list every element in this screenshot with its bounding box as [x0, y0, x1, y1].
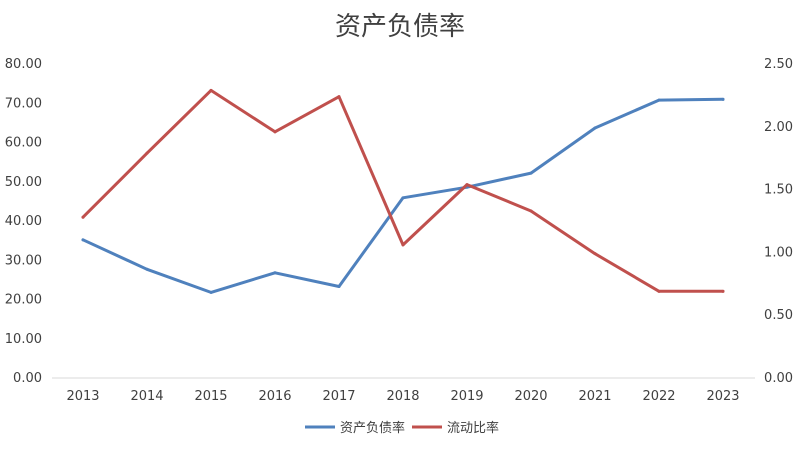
right-tick-label: 2.00: [764, 120, 793, 135]
left-tick-label: 0.00: [13, 371, 42, 386]
x-tick-label: 2014: [130, 389, 163, 404]
legend-label: 资产负债率: [340, 420, 405, 436]
data-point: [81, 238, 85, 242]
data-point: [465, 183, 469, 187]
data-point: [529, 209, 533, 213]
series-line-2: [81, 88, 725, 293]
data-point: [273, 271, 277, 275]
left-tick-label: 70.00: [5, 96, 42, 111]
left-tick-label: 60.00: [5, 136, 42, 151]
x-axis: 2013 2014 2015 2016 2017 2018 2019 2020 2021 2022…: [66, 389, 739, 404]
chart-title: 资产负债率: [335, 12, 465, 42]
data-point: [337, 95, 341, 99]
left-tick-label: 50.00: [5, 175, 42, 190]
right-axis: 0.00 0.50 1.00 1.50 2.00 2.50: [764, 57, 793, 386]
left-axis: 0.00 10.00 20.00 30.00 40.00 50.00 60.00 70.00 8…: [5, 57, 42, 386]
left-tick-label: 20.00: [5, 293, 42, 308]
x-tick-label: 2017: [322, 389, 355, 404]
data-point: [529, 171, 533, 175]
data-point: [273, 130, 277, 134]
right-tick-label: 1.00: [764, 245, 793, 260]
data-point: [145, 267, 149, 271]
data-point: [721, 289, 725, 293]
x-tick-label: 2022: [642, 389, 675, 404]
data-point: [721, 97, 725, 101]
left-tick-label: 30.00: [5, 253, 42, 268]
data-point: [593, 126, 597, 130]
left-tick-label: 80.00: [5, 57, 42, 72]
x-tick-label: 2013: [66, 389, 99, 404]
series-line-1: [81, 97, 725, 294]
legend: 资产负债率 流动比率: [305, 420, 499, 436]
data-point: [209, 88, 213, 92]
right-tick-label: 1.50: [764, 183, 793, 198]
left-tick-label: 10.00: [5, 332, 42, 347]
data-point: [657, 98, 661, 102]
x-tick-label: 2021: [578, 389, 611, 404]
data-point: [401, 196, 405, 200]
data-point: [145, 151, 149, 155]
legend-label: 流动比率: [447, 420, 499, 436]
data-point: [657, 289, 661, 293]
data-point: [209, 290, 213, 294]
right-tick-label: 0.00: [764, 371, 793, 386]
x-tick-label: 2023: [706, 389, 739, 404]
data-point: [401, 243, 405, 247]
right-tick-label: 0.50: [764, 308, 793, 323]
left-tick-label: 40.00: [5, 214, 42, 229]
x-tick-label: 2016: [258, 389, 291, 404]
x-tick-label: 2019: [450, 389, 483, 404]
x-tick-label: 2015: [194, 389, 227, 404]
data-point: [81, 215, 85, 219]
data-point: [337, 285, 341, 289]
x-tick-label: 2020: [514, 389, 547, 404]
right-tick-label: 2.50: [764, 57, 793, 72]
data-point: [593, 252, 597, 256]
series-layer: [81, 88, 725, 294]
x-tick-label: 2018: [386, 389, 419, 404]
